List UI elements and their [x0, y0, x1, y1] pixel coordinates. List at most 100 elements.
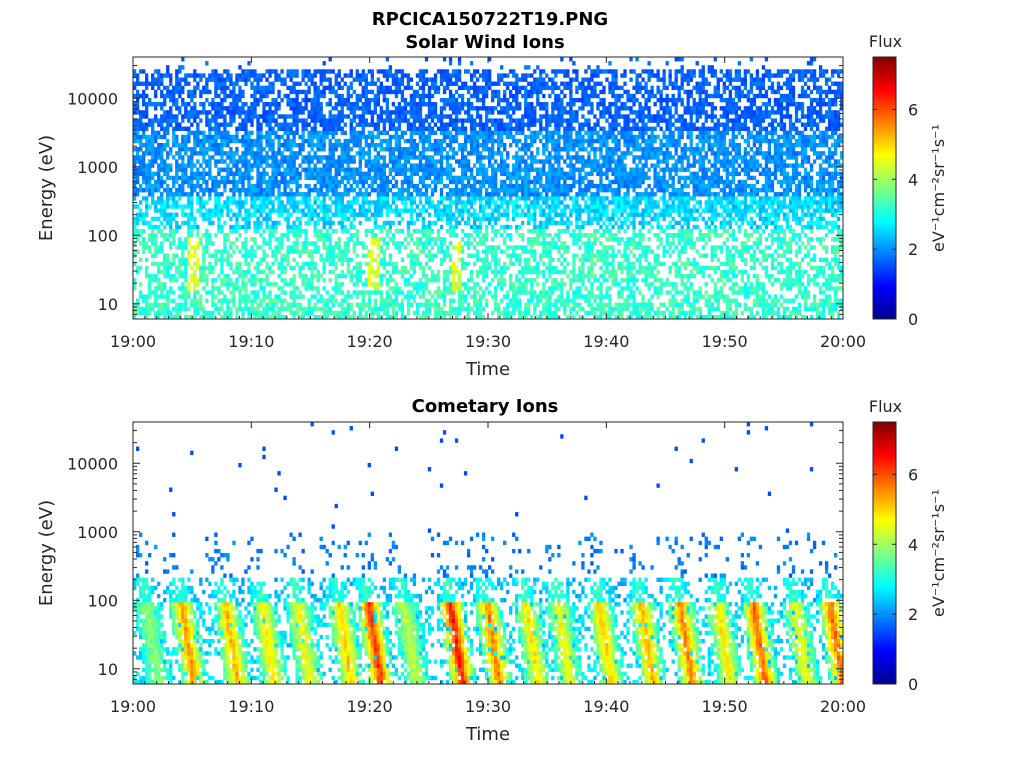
- flux-cell: [322, 286, 326, 291]
- flux-cell: [475, 122, 480, 127]
- flux-cell: [304, 306, 308, 312]
- flux-cell: [346, 155, 350, 160]
- flux-cell: [334, 167, 338, 172]
- flux-cell: [268, 228, 272, 234]
- flux-cell: [361, 290, 365, 295]
- flux-cell: [364, 196, 368, 201]
- flux-cell: [196, 298, 200, 303]
- flux-cell: [289, 212, 293, 217]
- flux-cell: [382, 97, 387, 103]
- flux-cell: [475, 216, 480, 222]
- flux-cell: [379, 282, 383, 287]
- flux-cell: [289, 290, 293, 295]
- flux-cell: [391, 302, 396, 308]
- flux-cell: [295, 130, 299, 136]
- flux-cell: [463, 200, 468, 205]
- flux-cell: [223, 183, 227, 189]
- flux-cell: [388, 65, 393, 70]
- flux-cell: [184, 73, 188, 78]
- flux-cell: [292, 224, 296, 230]
- flux-cell: [202, 261, 206, 267]
- flux-cell: [289, 192, 293, 197]
- flux-cell: [241, 89, 245, 95]
- flux-cell: [226, 130, 230, 136]
- flux-cell: [403, 179, 408, 185]
- flux-cell: [211, 179, 215, 185]
- flux-cell: [286, 245, 290, 250]
- flux-cell: [181, 85, 185, 91]
- flux-cell: [145, 167, 149, 172]
- flux-cell: [346, 310, 350, 316]
- flux-cell: [205, 179, 209, 185]
- flux-cell: [286, 134, 290, 140]
- flux-cell: [157, 245, 161, 250]
- flux-cell: [199, 196, 203, 201]
- flux-cell: [319, 204, 323, 209]
- flux-cell: [451, 69, 456, 74]
- flux-cell: [367, 155, 371, 160]
- flux-cell: [319, 81, 323, 86]
- flux-cell: [457, 93, 462, 99]
- flux-cell: [397, 269, 402, 275]
- flux-cell: [358, 212, 362, 217]
- flux-cell: [262, 155, 266, 160]
- flux-cell: [310, 310, 314, 316]
- flux-cell: [205, 85, 209, 91]
- flux-cell: [478, 314, 483, 320]
- flux-cell: [509, 261, 513, 267]
- flux-cell: [394, 171, 399, 177]
- flux-cell: [460, 171, 465, 177]
- flux-cell: [265, 179, 269, 185]
- flux-cell: [412, 114, 417, 119]
- flux-cell: [400, 290, 405, 295]
- flux-cell: [361, 110, 365, 115]
- flux-cell: [331, 122, 335, 127]
- flux-cell: [250, 257, 254, 262]
- flux-cell: [205, 171, 209, 177]
- flux-cell: [509, 126, 513, 131]
- flux-cell: [506, 192, 510, 197]
- flux-cell: [202, 159, 206, 164]
- flux-cell: [136, 151, 140, 156]
- flux-cell: [262, 89, 266, 95]
- flux-cell: [412, 122, 417, 127]
- flux-cell: [199, 118, 203, 123]
- flux-cell: [151, 171, 155, 177]
- flux-cell: [506, 188, 510, 193]
- flux-cell: [373, 290, 377, 295]
- flux-cell: [418, 126, 423, 131]
- flux-cell: [268, 147, 272, 152]
- flux-cell: [178, 245, 182, 250]
- flux-cell: [292, 249, 296, 254]
- flux-cell: [325, 159, 329, 164]
- flux-cell: [488, 200, 492, 205]
- flux-cell: [244, 130, 248, 136]
- flux-cell: [376, 253, 380, 258]
- flux-cell: [382, 110, 387, 115]
- flux-cell: [244, 81, 248, 86]
- flux-cell: [208, 155, 212, 160]
- flux-cell: [509, 278, 513, 283]
- flux-cell: [253, 142, 257, 148]
- flux-cell: [283, 314, 287, 320]
- flux-cell: [277, 273, 281, 279]
- flux-cell: [379, 188, 383, 193]
- flux-cell: [289, 85, 293, 91]
- flux-cell: [403, 282, 408, 287]
- flux-cell: [500, 134, 504, 140]
- flux-cell: [451, 228, 456, 234]
- flux-cell: [313, 228, 317, 234]
- flux-cell: [506, 167, 510, 172]
- flux-cell: [457, 102, 462, 107]
- flux-cell: [358, 310, 362, 316]
- flux-cell: [211, 147, 215, 152]
- flux-cell: [259, 278, 263, 283]
- flux-cell: [175, 278, 179, 283]
- flux-cell: [400, 257, 405, 262]
- flux-cell: [391, 134, 396, 140]
- flux-cell: [355, 179, 359, 185]
- flux-cell: [433, 167, 438, 172]
- flux-cell: [427, 102, 432, 107]
- flux-cell: [259, 200, 263, 205]
- flux-cell: [316, 216, 320, 222]
